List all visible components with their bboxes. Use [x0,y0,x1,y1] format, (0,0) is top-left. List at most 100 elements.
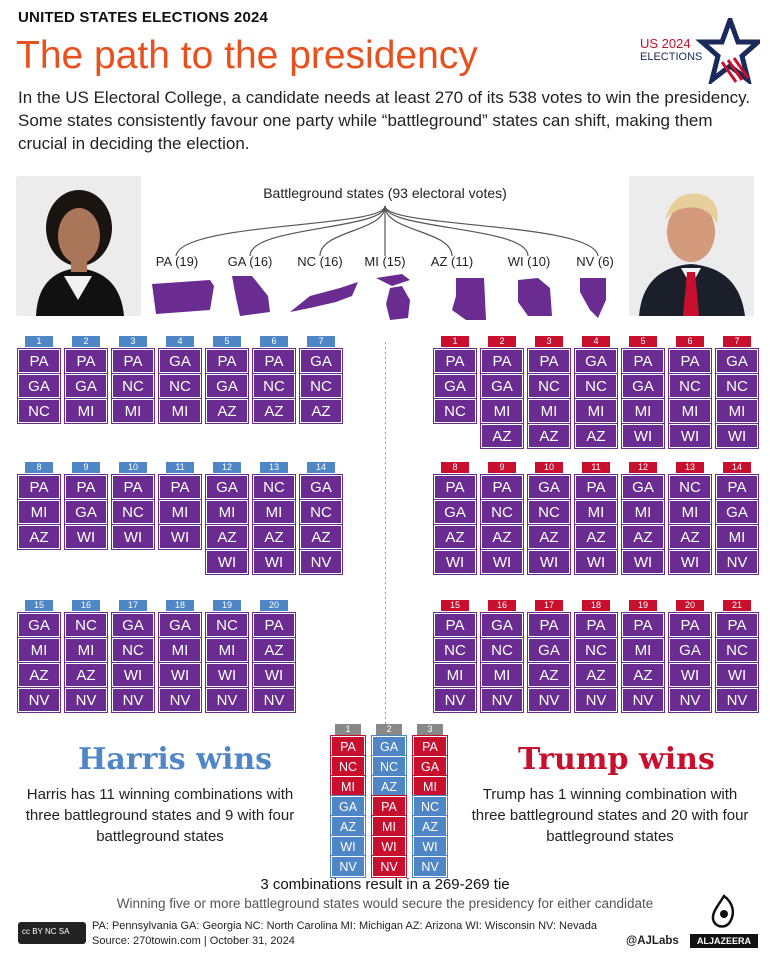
combo-number: 13 [676,462,704,473]
state-cell: NV [64,687,108,713]
state-cell: MI [111,398,155,424]
state-cell: MI [574,499,618,525]
intro-text: In the US Electoral College, a candidate… [18,88,751,153]
state-cell: PA [111,474,155,500]
state-cell: MI [252,499,296,525]
ga-shape [232,276,270,316]
nv-shape [580,278,606,318]
state-cell: GA [299,474,343,500]
combo-number: 8 [441,462,469,473]
state-cell: PA [17,474,61,500]
state-cell: NV [205,687,249,713]
state-cell: NV [412,855,448,878]
state-cell: NC [480,637,524,663]
page-title: The path to the presidency [16,34,478,77]
state-cell: MI [715,398,759,424]
state-cell: AZ [433,524,477,550]
harris-wins-heading: Harris wins [78,742,273,777]
state-cell: NC [668,474,712,500]
state-cell: AZ [17,662,61,688]
state-cell: NV [574,687,618,713]
state-cell: PA [668,348,712,374]
state-cell: GA [527,474,571,500]
state-cell: PA [64,348,108,374]
combo-number: 3 [535,336,563,347]
state-cell: NC [433,637,477,663]
aljazeera-logo-icon [711,894,735,928]
state-cell: NV [621,687,665,713]
state-cell: WI [715,423,759,449]
battleground-state-az: AZ (11) [430,254,474,269]
state-cell: AZ [621,662,665,688]
combo-number: 12 [213,462,241,473]
state-cell: NC [111,373,155,399]
state-cell: NC [111,499,155,525]
state-cell: NV [158,687,202,713]
state-cell: AZ [205,398,249,424]
state-cell: GA [158,348,202,374]
combo-number: 1 [25,336,53,347]
state-cell: PA [715,612,759,638]
state-cell: NC [299,373,343,399]
state-cell: MI [621,637,665,663]
state-cell: GA [330,795,366,818]
battleground-state-nv: NV (6) [576,254,614,269]
combo-number: 18 [166,600,194,611]
battleground-label: Battleground states (93 electoral votes) [263,185,507,201]
state-cell: MI [371,815,407,838]
combo-number: 2 [488,336,516,347]
state-cell: WI [205,662,249,688]
combo-number: 5 [213,336,241,347]
state-cell: WI [574,549,618,575]
state-cell: NC [480,499,524,525]
combo-number: 17 [119,600,147,611]
harris-wins-text: Harris has 11 winning combinations with … [25,786,295,845]
state-cell: GA [17,612,61,638]
state-cell: MI [17,637,61,663]
state-cell: GA [158,612,202,638]
combo-number: 11 [166,462,194,473]
combo-number: 3 [417,724,443,735]
trump-wins-text: Trump has 1 winning combination with thr… [471,786,749,845]
state-cell: WI [668,662,712,688]
state-cell: GA [205,373,249,399]
state-cell: MI [412,775,448,798]
state-cell: PA [574,474,618,500]
state-cell: AZ [252,524,296,550]
logo-line1: US 2024 [640,36,691,51]
battleground-state-pa: PA (19) [155,254,199,269]
state-cell: AZ [574,423,618,449]
combo-number: 4 [166,336,194,347]
state-cell: MI [205,499,249,525]
state-cell: AZ [299,398,343,424]
state-cell: PA [158,474,202,500]
state-cell: PA [64,474,108,500]
combo-number: 11 [582,462,610,473]
bracket-lines [175,205,599,257]
state-cell: PA [111,348,155,374]
combo-number: 20 [260,600,288,611]
state-cell: AZ [574,662,618,688]
state-cell: PA [574,612,618,638]
state-cell: NC [574,373,618,399]
state-cell: NV [17,687,61,713]
state-cell: MI [527,398,571,424]
state-cell: WI [527,549,571,575]
state-cell: AZ [371,775,407,798]
trump-wins-heading: Trump wins [518,742,715,777]
state-cell: PA [480,348,524,374]
tie-text: 3 combinations result in a 269-269 tie [260,876,510,893]
state-cell: MI [480,398,524,424]
license-text: cc BY NC SA [22,927,70,936]
state-cell: GA [17,373,61,399]
state-cell: MI [17,499,61,525]
mi-shape [376,274,410,320]
state-cell: AZ [252,398,296,424]
state-cell: PA [371,795,407,818]
state-cell: AZ [527,524,571,550]
state-cell: GA [574,348,618,374]
state-cell: MI [205,637,249,663]
creative-commons-badge: cc BY NC SA [18,922,86,944]
state-cell: MI [621,398,665,424]
state-cell: WI [371,835,407,858]
